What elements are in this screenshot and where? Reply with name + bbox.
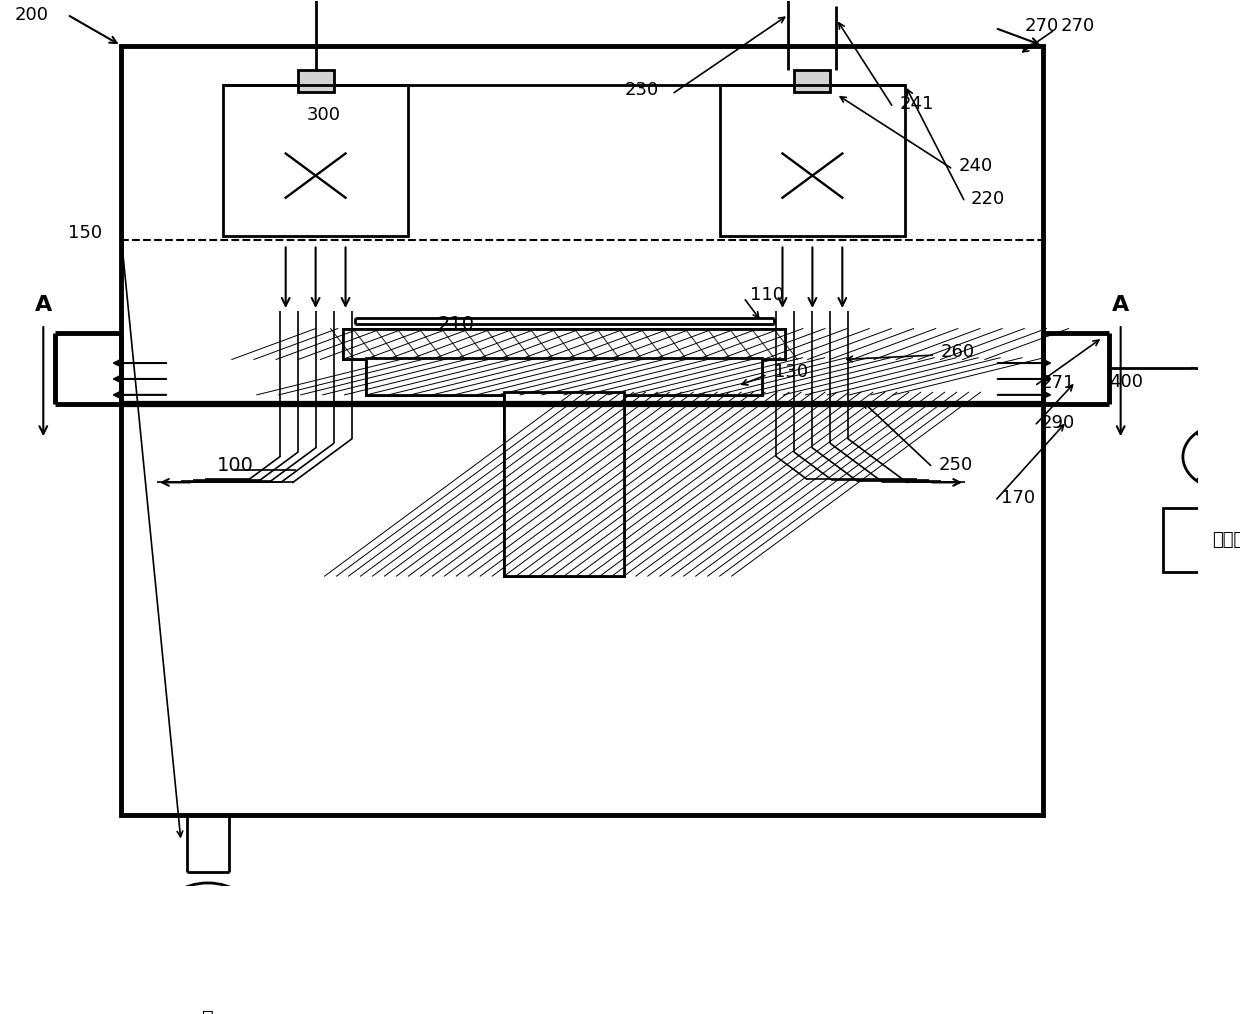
Text: 270: 270 [1060, 17, 1095, 35]
Bar [223, 85, 408, 235]
Bar [342, 329, 785, 360]
Bar [795, 70, 831, 92]
Text: 271: 271 [1040, 374, 1075, 392]
Text: 220: 220 [971, 190, 1006, 208]
Bar [367, 358, 761, 394]
Text: 泵: 泵 [202, 1009, 213, 1014]
Bar [342, 329, 785, 360]
Text: 300: 300 [306, 105, 341, 124]
Bar [505, 392, 624, 576]
Text: 200: 200 [15, 6, 48, 23]
Text: 250: 250 [939, 455, 973, 474]
Text: A: A [35, 295, 52, 315]
Bar [367, 358, 761, 394]
Bar [342, 329, 785, 360]
Bar [122, 46, 1043, 815]
Bar [505, 392, 624, 576]
Text: 240: 240 [959, 157, 993, 174]
Text: 150: 150 [68, 224, 102, 242]
Text: 290: 290 [1040, 414, 1075, 432]
Text: 241: 241 [899, 95, 934, 113]
Text: 170: 170 [1001, 490, 1035, 507]
Bar [505, 392, 624, 576]
Bar [1163, 508, 1240, 572]
Bar [367, 358, 761, 394]
Text: 230: 230 [625, 81, 658, 98]
Text: 270: 270 [1025, 17, 1059, 35]
Bar [719, 85, 905, 235]
Text: 100: 100 [217, 456, 253, 476]
Text: A: A [1112, 295, 1130, 315]
Text: 130: 130 [774, 363, 807, 381]
Text: 气体源: 气体源 [1213, 531, 1240, 549]
Text: 260: 260 [941, 344, 975, 361]
Bar [298, 70, 334, 92]
Bar [160, 990, 255, 1014]
Text: 110: 110 [749, 286, 784, 304]
Text: 210: 210 [438, 314, 475, 334]
Text: 400: 400 [1109, 372, 1143, 390]
